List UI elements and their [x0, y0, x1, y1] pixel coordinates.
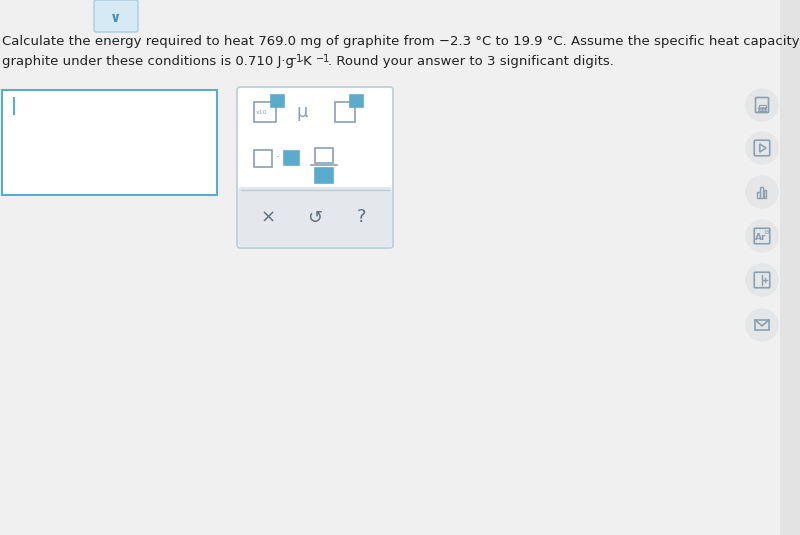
Circle shape [746, 176, 778, 208]
Bar [254, 150, 272, 167]
Bar [350, 95, 363, 107]
Circle shape [746, 89, 778, 121]
Circle shape [746, 132, 778, 164]
Bar [2, 90, 217, 195]
Bar [315, 168, 333, 183]
Bar [764, 190, 766, 198]
Text: Calculate the energy required to heat 769.0 mg of graphite from −2.3 °C to 19.9 : Calculate the energy required to heat 76… [2, 35, 800, 48]
Text: −1: −1 [289, 54, 303, 64]
Text: ·K: ·K [300, 55, 313, 68]
Bar [755, 320, 769, 330]
Bar [315, 148, 333, 163]
Text: 18: 18 [763, 230, 770, 235]
Bar [335, 102, 355, 122]
Text: x10: x10 [256, 110, 267, 114]
Bar [757, 193, 759, 198]
FancyBboxPatch shape [238, 187, 392, 247]
FancyBboxPatch shape [94, 0, 138, 32]
Circle shape [746, 309, 778, 341]
Text: Ar: Ar [755, 233, 766, 241]
Bar [241, 190, 389, 198]
Text: −1: −1 [316, 54, 330, 64]
Bar [284, 151, 299, 165]
Text: ·: · [276, 151, 280, 164]
FancyBboxPatch shape [237, 87, 393, 248]
Text: . Round your answer to 3 significant digits.: . Round your answer to 3 significant dig… [328, 55, 614, 68]
Bar [761, 187, 763, 198]
Circle shape [746, 220, 778, 252]
Bar [780, 0, 800, 535]
Text: ×: × [261, 209, 275, 226]
Bar [271, 95, 284, 107]
Bar [758, 104, 766, 108]
Bar [254, 102, 276, 122]
Text: μ: μ [296, 103, 308, 121]
Text: ∨: ∨ [110, 11, 122, 25]
Text: ?: ? [358, 209, 366, 226]
Text: ↺: ↺ [307, 209, 322, 226]
Text: graphite under these conditions is 0.710 J·g: graphite under these conditions is 0.710… [2, 55, 294, 68]
Circle shape [746, 264, 778, 296]
